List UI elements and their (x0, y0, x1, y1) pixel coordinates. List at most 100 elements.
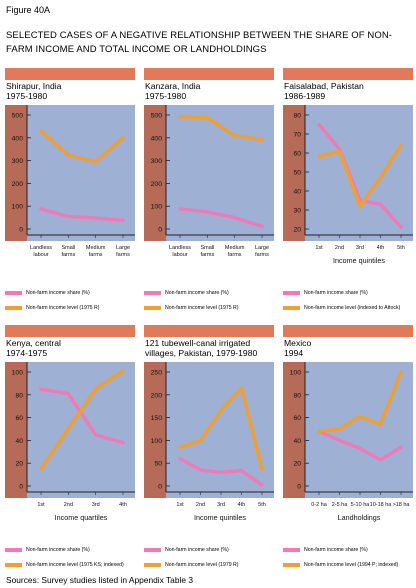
y-tick-label: 250 (151, 370, 163, 377)
y-axis-band (144, 105, 166, 241)
panel-title-line-2: 1975-1980 (6, 91, 48, 101)
panel-title-line-2: 1975-1980 (145, 91, 187, 101)
data-point-share (233, 216, 237, 220)
data-point-level (198, 438, 203, 442)
x-axis-band (166, 235, 274, 241)
x-tick-label: Medium (225, 245, 245, 251)
y-tick-label: 0 (297, 484, 301, 491)
x-tick-label: >18 ha (393, 502, 411, 508)
legend-label-share: Non-farm income share (%) (304, 290, 368, 296)
x-axis-title: Landholdings (338, 513, 381, 522)
data-point-share (239, 468, 244, 473)
legend-label-share: Non-farm income share (%) (26, 290, 90, 296)
legend-item-level: Non-farm income level (1979 R) (144, 562, 239, 568)
data-point-share (205, 210, 209, 214)
series-line-share (178, 207, 264, 228)
legend-item-share: Non-farm income share (%) (144, 290, 229, 296)
y-tick-label: 200 (12, 181, 24, 188)
x-tick-label: Landless (169, 245, 191, 251)
data-point-share (94, 433, 98, 437)
legend-label-level: Non-farm income level (1994 P; indexed) (304, 562, 399, 568)
x-tick-label: farms (89, 252, 103, 258)
chart-panel-6: Mexico 1994 0 20 40 60 80 100 0-2 ha 2-5 ha 5-10… (283, 325, 413, 575)
data-point-level (121, 136, 125, 140)
panel-title: Shirapur, India 1975-1980 (6, 81, 134, 101)
x-tick-label: farms (116, 252, 130, 258)
x-tick-label: Landless (30, 245, 52, 251)
x-axis-band (27, 235, 135, 241)
y-tick-label: 200 (151, 392, 163, 399)
y-tick-label: 400 (12, 135, 24, 142)
data-point-share (94, 216, 98, 220)
x-tick-label: 4th (119, 502, 127, 508)
data-point-share (39, 207, 43, 211)
x-tick-label: Medium (86, 245, 106, 251)
plot-background (27, 105, 135, 235)
y-tick-label: 500 (12, 113, 24, 120)
panel-title: Kanzara, India 1975-1980 (145, 81, 273, 101)
x-tick-label: 5th (397, 245, 405, 251)
y-axis-band (283, 105, 305, 241)
legend-swatch-share (144, 290, 161, 295)
panel-header-band (283, 325, 413, 337)
x-tick-label: farms (200, 252, 214, 258)
x-tick-label: 1st (176, 502, 184, 508)
y-axis-band (5, 105, 27, 241)
y-tick-label: 50 (293, 170, 301, 177)
x-tick-label: 2-5 ha (332, 502, 349, 508)
panel-title-line-2: 1986-1989 (284, 91, 326, 101)
y-tick-label: 400 (151, 135, 163, 142)
legend-item-share: Non-farm income share (%) (144, 547, 229, 553)
y-tick-label: 80 (15, 392, 23, 399)
legend-item-share: Non-farm income share (%) (5, 547, 90, 553)
panel-title: Mexico 1994 (284, 338, 412, 358)
line-chart: 0 20 40 60 80 100 0-2 ha 2-5 ha 5-10 ha 10-18 ha >… (283, 362, 413, 522)
data-point-level (178, 445, 182, 449)
panel-title-line-1: Faisalabad, Pakistan (284, 81, 364, 91)
x-tick-label: Small (61, 245, 75, 251)
y-axis-band (144, 362, 166, 498)
source-note: Sources: Survey studies listed in Append… (6, 575, 193, 585)
data-point-level (121, 369, 125, 373)
y-tick-label: 40 (15, 438, 23, 445)
data-point-level (317, 429, 321, 433)
data-point-level (378, 176, 383, 180)
y-tick-label: 500 (151, 113, 163, 120)
x-tick-label: 0-2 ha (311, 502, 328, 508)
y-tick-label: 0 (158, 484, 162, 491)
data-point-share (337, 438, 342, 442)
y-tick-label: 100 (12, 204, 24, 211)
legend-swatch-share (144, 547, 161, 552)
chart-panel-5: 121 tubewell-canal irrigated villages, P… (144, 325, 274, 575)
data-point-share (198, 468, 203, 472)
plot-background (27, 362, 135, 492)
data-point-level (399, 370, 403, 374)
x-tick-label: 2nd (196, 502, 205, 508)
legend-label-share: Non-farm income share (%) (304, 547, 368, 553)
data-point-level (66, 153, 70, 157)
panel-header-band (144, 325, 274, 337)
data-point-share (399, 445, 403, 449)
data-point-share (178, 457, 182, 461)
x-tick-label: Small (200, 245, 214, 251)
chart-panel-1: Shirapur, India 1975-1980 0 100 200 300 400 5… (5, 68, 135, 318)
series-line-level (178, 115, 264, 142)
x-tick-label: 5th (258, 502, 266, 508)
x-axis-band (166, 492, 274, 498)
panel-title-line-2: villages, Pakistan, 1979-1980 (145, 348, 258, 358)
legend-swatch-level (283, 305, 300, 310)
panel-header-band (283, 68, 413, 80)
legend-swatch-share (5, 547, 22, 552)
panel-title-line-1: Kanzara, India (145, 81, 201, 91)
y-tick-label: 0 (19, 227, 23, 234)
data-point-level (66, 427, 70, 431)
data-point-level (399, 143, 403, 147)
x-tick-label: 3rd (356, 245, 364, 251)
plot-background (166, 362, 274, 492)
y-tick-label: 300 (12, 158, 24, 165)
legend-item-level: Non-farm income level (1994 P; indexed) (283, 562, 398, 568)
data-point-level (358, 414, 362, 419)
data-point-share (358, 446, 362, 450)
x-tick-label: farms (61, 252, 75, 258)
panel-title-line-1: Mexico (284, 338, 312, 348)
